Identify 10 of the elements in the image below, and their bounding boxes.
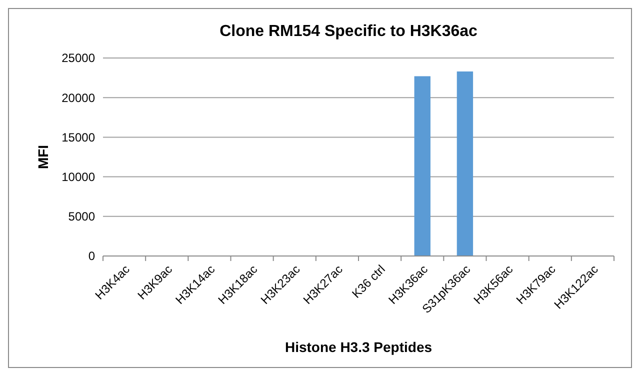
y-tick-label: 0 [88, 249, 96, 264]
y-tick-label: 5000 [68, 210, 96, 224]
y-tick-label: 10000 [62, 170, 96, 184]
y-tick-label: 15000 [62, 130, 96, 144]
y-tick-label: 25000 [62, 51, 96, 66]
y-tick-label: 20000 [62, 90, 96, 105]
y-axis-title: MFI [35, 144, 51, 170]
chart-title: Clone RM154 Specific to H3K36ac [220, 23, 478, 40]
x-tick-label: K36 ctrl [349, 262, 388, 301]
x-axis-title: Histone H3.3 Peptides [284, 339, 432, 355]
